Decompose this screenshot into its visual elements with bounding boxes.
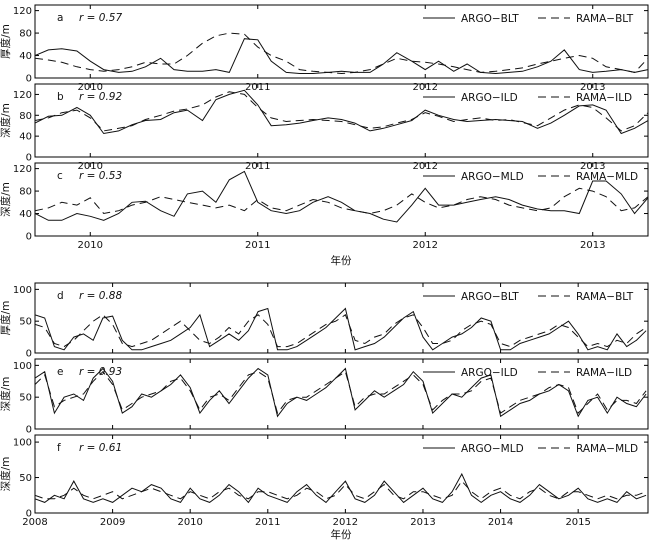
- panel-frame: [34, 4, 649, 79]
- x-tick-label: 2014: [488, 517, 513, 528]
- x-axis-label-top: 年份: [331, 254, 352, 267]
- y-tick-label: 0: [26, 425, 32, 436]
- y-tick-label: 80: [19, 187, 32, 198]
- panel-tag: a: [57, 12, 63, 24]
- y-tick-label: 40: [19, 51, 32, 62]
- legend-label: ARGO−MLD: [461, 443, 524, 455]
- y-tick-label: 100: [13, 438, 32, 449]
- y-axis-label: 厚度/m: [0, 24, 12, 59]
- y-tick-label: 120: [13, 6, 32, 17]
- y-tick-label: 0: [26, 153, 32, 164]
- panel-f: 0 50 100 2008 2009 2010 2011 2012 2013 2014 2015 深度…: [0, 434, 649, 528]
- series-line-rama-blt: [35, 314, 647, 348]
- y-tick-label: 0: [26, 349, 32, 360]
- panel-frame: [34, 434, 649, 514]
- legend-label: RAMA−MLD: [576, 171, 638, 183]
- y-tick-label: 80: [19, 29, 32, 40]
- legend-label: RAMA−BLT: [576, 13, 634, 25]
- panel-frame: [34, 282, 649, 354]
- y-tick-label: 80: [19, 111, 32, 122]
- correlation-label: r = 0.88: [79, 290, 122, 302]
- y-tick-label: 0: [26, 509, 32, 520]
- x-axis-label-bottom: 年份: [331, 528, 352, 541]
- series-line-rama-mld: [35, 480, 647, 500]
- y-tick-label: 0: [26, 74, 32, 85]
- y-tick-label: 100: [13, 285, 32, 296]
- series-line-argo-mld: [35, 170, 648, 223]
- x-tick-label: 2013: [410, 517, 435, 528]
- y-tick-label: 40: [19, 132, 32, 143]
- y-tick-label: 50: [19, 473, 32, 484]
- series-line-argo-ild: [35, 367, 647, 418]
- x-tick-label: 2009: [100, 517, 125, 528]
- y-tick-label: 120: [13, 164, 32, 175]
- y-axis-label: 深度/m: [0, 457, 12, 492]
- panel-tag: c: [57, 170, 63, 182]
- y-axis-label: 深度/m: [0, 103, 12, 138]
- x-tick-label: 2011: [245, 240, 270, 251]
- legend-label: ARGO−ILD: [461, 92, 518, 104]
- correlation-label: r = 0.93: [79, 366, 122, 378]
- x-tick-label: 2010: [78, 240, 103, 251]
- legend-label: RAMA−MLD: [576, 443, 638, 455]
- series-line-argo-blt: [35, 307, 647, 351]
- x-tick-label: 2012: [333, 517, 358, 528]
- legend-label: ARGO−BLT: [461, 291, 519, 303]
- series-line-argo-mld: [35, 472, 647, 504]
- correlation-label: r = 0.57: [79, 12, 122, 24]
- series-line-argo-blt: [35, 38, 648, 75]
- panel-tag: b: [57, 91, 64, 103]
- series-line-rama-mld: [35, 187, 648, 215]
- legend-label: RAMA−ILD: [576, 92, 632, 104]
- correlation-label: r = 0.92: [79, 91, 122, 103]
- x-tick-label: 2008: [22, 517, 47, 528]
- legend-label: RAMA−BLT: [576, 291, 634, 303]
- panel-tag: f: [57, 442, 61, 454]
- y-tick-label: 100: [13, 361, 32, 372]
- panel-c: 0 40 80 120 2010 2011 2012 2013 深度/m c r = 0.53 ARG…: [0, 162, 649, 251]
- x-tick-label: 2015: [565, 517, 590, 528]
- y-axis-label: 深度/m: [0, 377, 12, 412]
- x-tick-label: 2010: [177, 517, 202, 528]
- x-tick-label: 2013: [580, 240, 605, 251]
- y-axis-label: 深度/m: [0, 182, 12, 217]
- series-line-rama-blt: [35, 32, 648, 75]
- legend-label: ARGO−MLD: [461, 171, 524, 183]
- x-tick-label: 2011: [255, 517, 280, 528]
- panel-tag: e: [57, 366, 63, 378]
- y-axis-label: 厚度/m: [0, 301, 12, 336]
- series-line-rama-ild: [35, 91, 648, 132]
- y-tick-label: 0: [26, 232, 32, 243]
- legend-label: RAMA−ILD: [576, 367, 632, 379]
- y-tick-label: 40: [19, 209, 32, 220]
- legend-label: ARGO−ILD: [461, 367, 518, 379]
- y-tick-label: 50: [19, 317, 32, 328]
- legend-label: ARGO−BLT: [461, 13, 519, 25]
- series-line-rama-ild: [35, 370, 647, 415]
- correlation-label: r = 0.53: [79, 170, 122, 182]
- correlation-label: r = 0.61: [79, 442, 122, 454]
- panel-frame: [34, 358, 649, 430]
- panel-frame: [34, 162, 649, 237]
- y-tick-label: 50: [19, 393, 32, 404]
- y-tick-label: 120: [13, 90, 32, 101]
- x-tick-label: 2012: [413, 240, 438, 251]
- panel-tag: d: [57, 290, 64, 302]
